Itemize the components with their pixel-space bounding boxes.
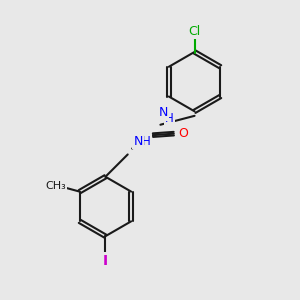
Text: H: H	[165, 112, 174, 125]
Text: Cl: Cl	[188, 25, 201, 38]
Text: O: O	[178, 127, 188, 140]
Text: N: N	[134, 135, 143, 148]
Text: I: I	[103, 254, 108, 268]
Text: N: N	[159, 106, 168, 119]
Text: H: H	[142, 135, 151, 148]
Text: CH₃: CH₃	[45, 181, 66, 191]
